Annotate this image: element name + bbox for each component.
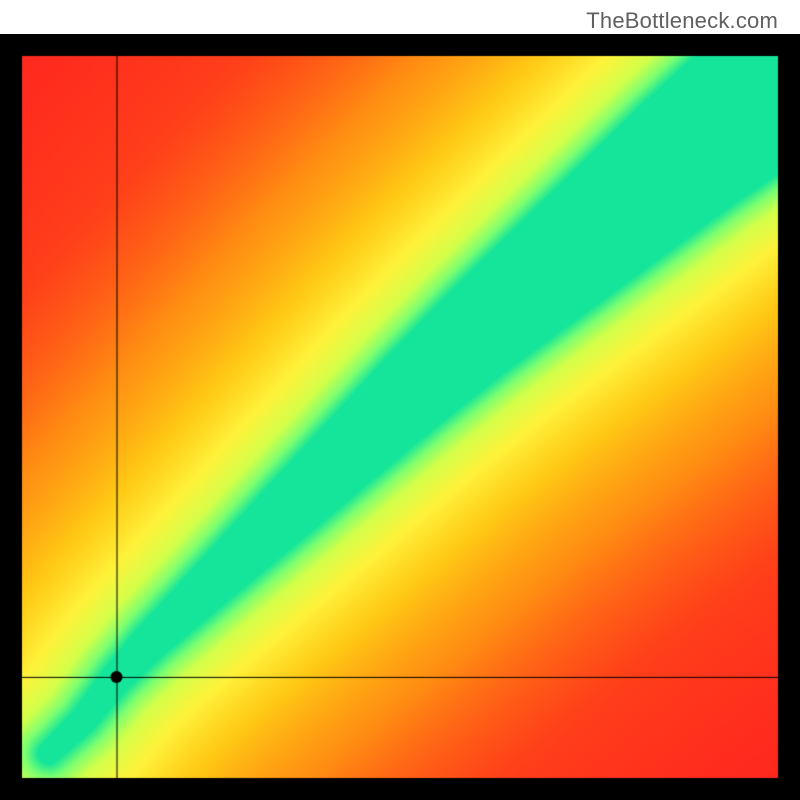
- site-watermark: TheBottleneck.com: [586, 8, 778, 34]
- plot-wrapper: [0, 34, 800, 800]
- chart-container: TheBottleneck.com: [0, 0, 800, 800]
- bottleneck-heatmap: [0, 34, 800, 800]
